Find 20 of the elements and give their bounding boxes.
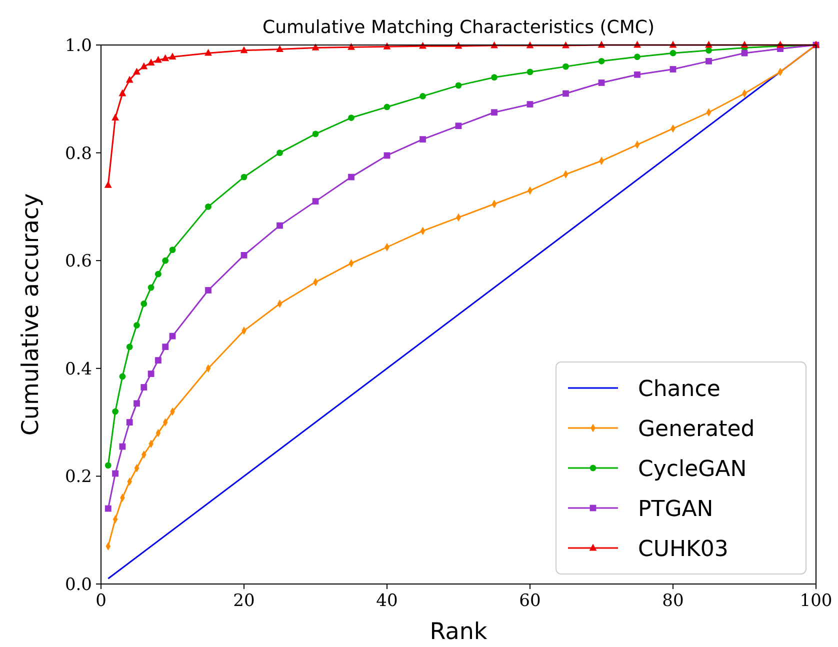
legend-label: Chance [638, 377, 720, 402]
y-tick-label: 1.0 [64, 36, 92, 56]
legend-label: Generated [638, 417, 755, 442]
y-tick-label: 0.2 [64, 467, 92, 488]
y-tick-label: 0.6 [64, 252, 92, 272]
y-tick-label: 0.8 [64, 144, 92, 164]
y-tick-label: 0.0 [64, 575, 92, 595]
y-axis-title: Cumulative accuracy [18, 193, 44, 436]
x-axis-title: Rank [430, 619, 488, 645]
y-tick-label: 0.4 [64, 359, 92, 380]
x-tick-label: 100 [800, 591, 832, 611]
x-tick-label: 60 [519, 591, 541, 611]
x-tick-label: 0 [96, 591, 106, 611]
x-tick-label: 80 [662, 591, 684, 611]
legend-label: CUHK03 [638, 537, 728, 562]
legend-label: CycleGAN [638, 457, 747, 482]
legend-label: PTGAN [638, 497, 714, 522]
chart-title: Cumulative Matching Characteristics (CMC) [262, 17, 654, 38]
x-tick-label: 40 [376, 591, 398, 611]
x-tick-label: 20 [233, 591, 255, 611]
